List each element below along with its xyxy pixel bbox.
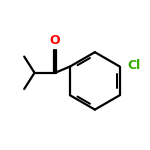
Text: O: O [50,34,60,47]
Text: Cl: Cl [128,59,141,72]
